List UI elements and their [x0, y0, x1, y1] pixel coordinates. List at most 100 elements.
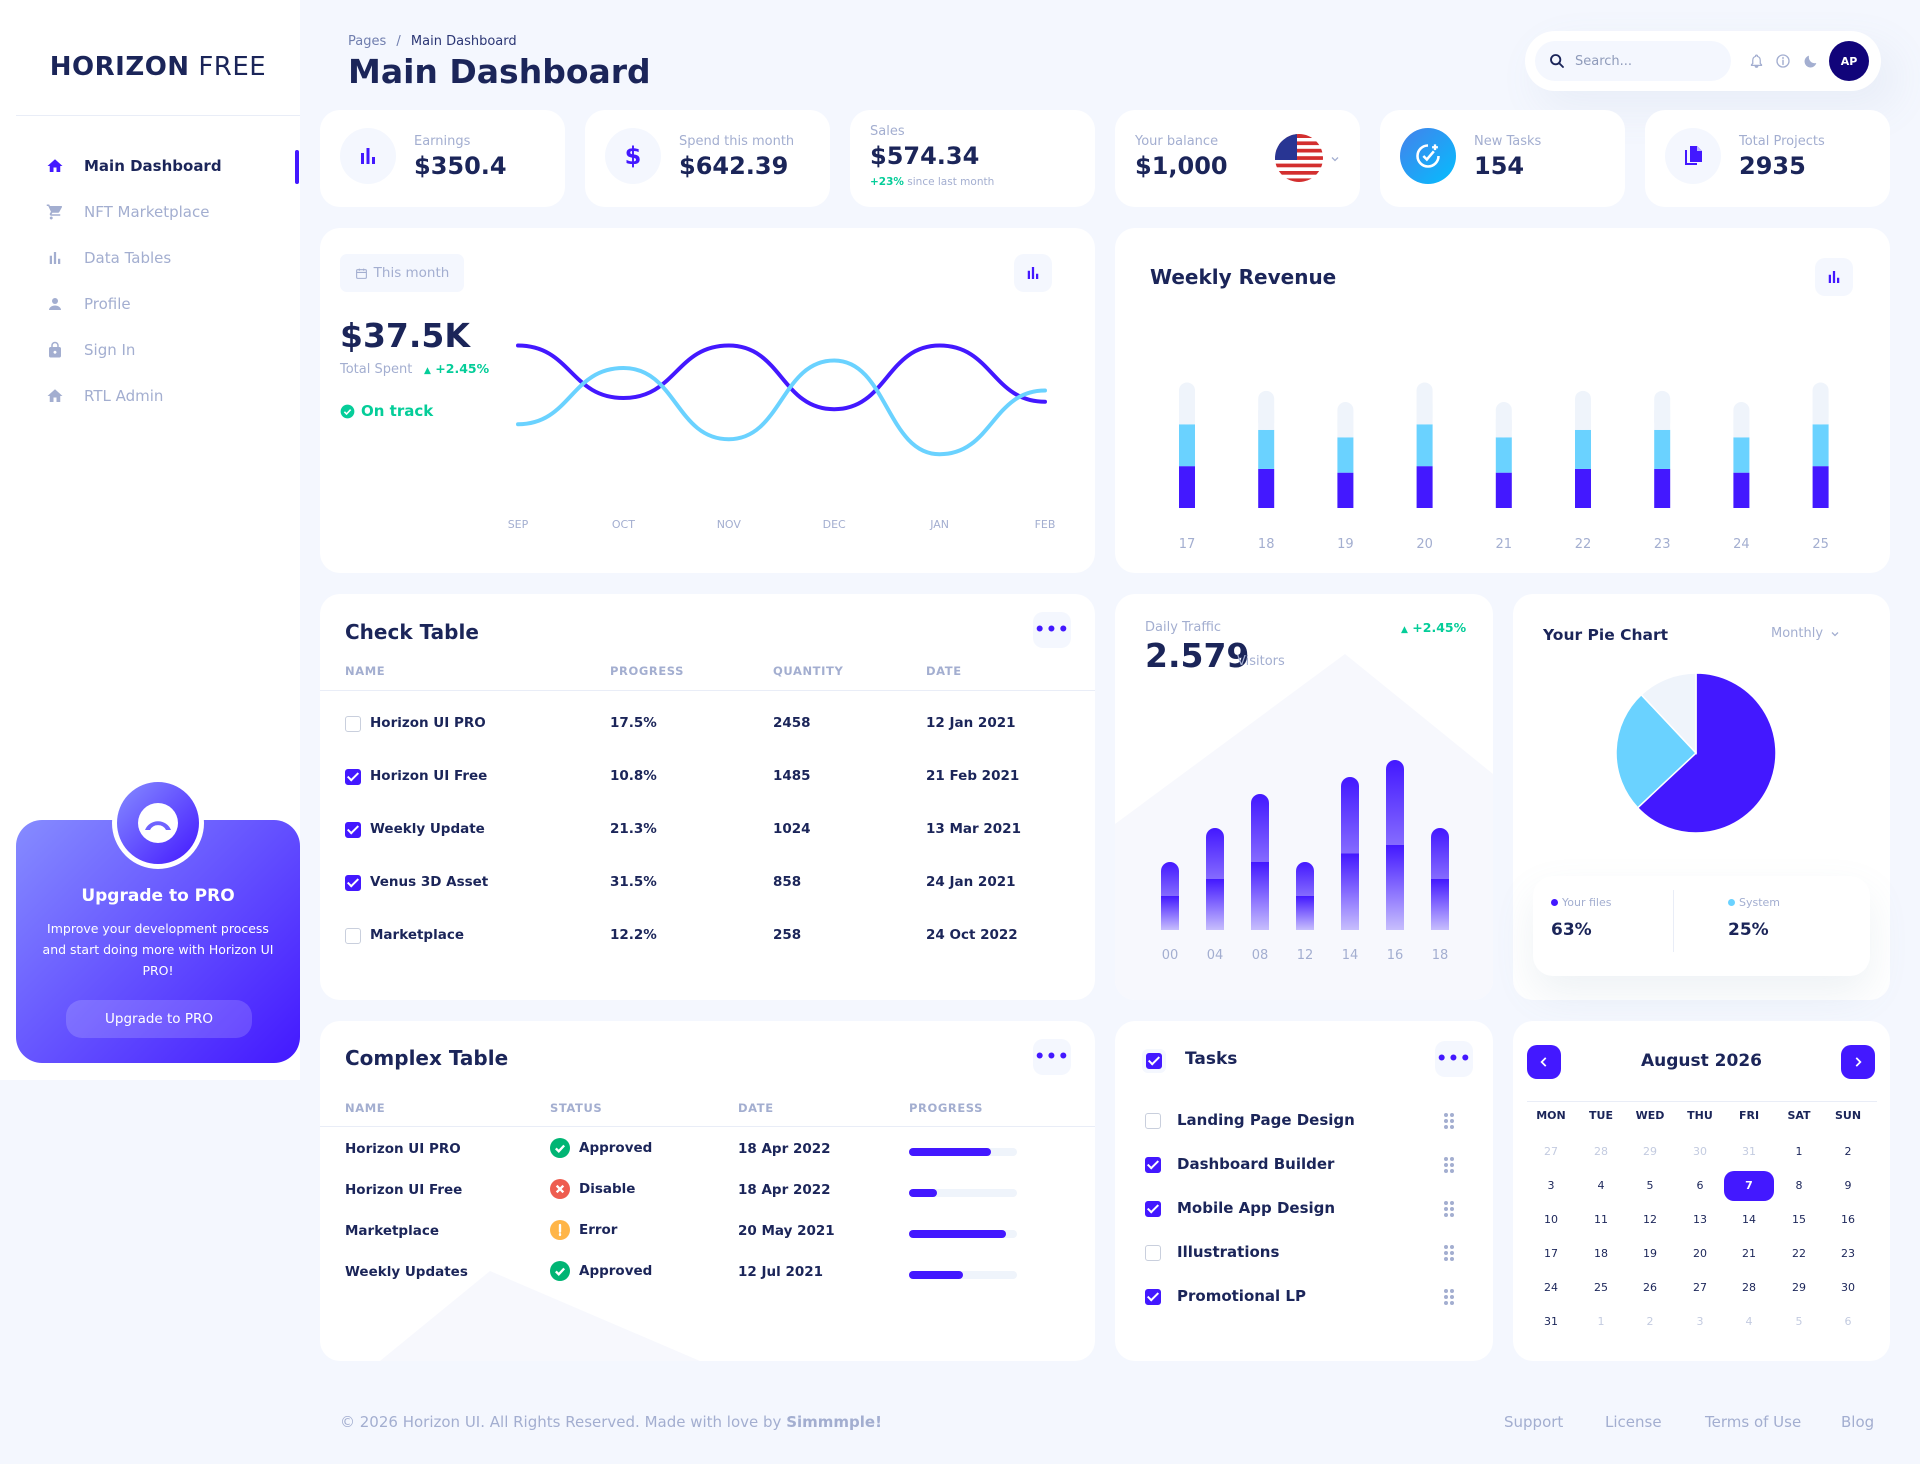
period-button[interactable]: This month: [340, 254, 464, 292]
footer-link-support[interactable]: Support: [1504, 1413, 1564, 1431]
calendar-day[interactable]: 30: [1693, 1145, 1707, 1158]
calendar-day[interactable]: 10: [1544, 1213, 1558, 1226]
chevron-down-icon[interactable]: [1329, 150, 1341, 169]
sidebar-item-nft-marketplace[interactable]: NFT Marketplace: [46, 199, 296, 225]
drag-handle-icon[interactable]: [1443, 1200, 1455, 1222]
sidebar-item-main-dashboard[interactable]: Main Dashboard: [46, 153, 296, 179]
more-options-button[interactable]: •••: [1033, 612, 1071, 648]
bar-segment: [1575, 429, 1591, 469]
brand-logo[interactable]: HORIZON FREE: [49, 52, 267, 82]
moon-icon[interactable]: [1801, 51, 1821, 71]
period-select[interactable]: Monthly: [1771, 626, 1841, 641]
drag-handle-icon[interactable]: [1443, 1156, 1455, 1178]
task-checkbox[interactable]: [1145, 1289, 1161, 1305]
stat-balance: Your balance $1,000: [1115, 110, 1360, 207]
calendar-day[interactable]: 16: [1841, 1213, 1855, 1226]
info-icon[interactable]: [1773, 51, 1793, 71]
calendar-day[interactable]: 11: [1594, 1213, 1608, 1226]
sidebar-item-sign-in[interactable]: Sign In: [46, 337, 296, 363]
status-label: Disable: [579, 1181, 636, 1197]
next-month-button[interactable]: [1841, 1045, 1875, 1079]
footer-link-blog[interactable]: Blog: [1841, 1413, 1875, 1431]
calendar-day[interactable]: 30: [1841, 1281, 1855, 1294]
calendar-day[interactable]: 31: [1544, 1315, 1558, 1328]
calendar-day[interactable]: 23: [1841, 1247, 1855, 1260]
calendar-day[interactable]: 28: [1742, 1281, 1756, 1294]
avatar[interactable]: AP: [1829, 41, 1869, 81]
calendar-day[interactable]: 25: [1594, 1281, 1608, 1294]
calendar-day[interactable]: 13: [1693, 1213, 1707, 1226]
traffic-bar: [1431, 828, 1449, 930]
sidebar-item-profile[interactable]: Profile: [46, 291, 296, 317]
calendar-day[interactable]: 3: [1547, 1179, 1555, 1192]
more-options-button[interactable]: •••: [1435, 1041, 1473, 1077]
sidebar-item-data-tables[interactable]: Data Tables: [46, 245, 296, 271]
upgrade-button[interactable]: Upgrade to PRO: [66, 1000, 252, 1038]
calendar-day[interactable]: 15: [1792, 1213, 1806, 1226]
line-series-0: [516, 343, 1047, 412]
calendar-day[interactable]: 4: [1597, 1179, 1605, 1192]
calendar-day[interactable]: 27: [1544, 1145, 1558, 1158]
weekday-label: MON: [1536, 1109, 1566, 1122]
calendar-day[interactable]: 3: [1696, 1315, 1704, 1328]
usa-flag-icon[interactable]: [1275, 134, 1323, 182]
sidebar-item-rtl-admin[interactable]: RTL Admin: [46, 383, 296, 409]
calendar-day[interactable]: 26: [1643, 1281, 1657, 1294]
row-checkbox[interactable]: [345, 875, 361, 891]
calendar-day[interactable]: 5: [1646, 1179, 1654, 1192]
calendar-day[interactable]: 14: [1742, 1213, 1756, 1226]
calendar-day[interactable]: 19: [1643, 1247, 1657, 1260]
calendar-day[interactable]: 28: [1594, 1145, 1608, 1158]
calendar-day[interactable]: 29: [1792, 1281, 1806, 1294]
calendar-day[interactable]: 2: [1646, 1315, 1654, 1328]
footer-link-terms[interactable]: Terms of Use: [1705, 1413, 1802, 1431]
calendar-day[interactable]: 18: [1594, 1247, 1608, 1260]
calendar-day[interactable]: 31: [1742, 1145, 1756, 1158]
calendar-day[interactable]: 9: [1844, 1179, 1852, 1192]
calendar-day[interactable]: 27: [1693, 1281, 1707, 1294]
drag-handle-icon[interactable]: [1443, 1112, 1455, 1134]
cell-quantity: 1024: [773, 821, 811, 837]
stat-total-projects: Total Projects 2935: [1645, 110, 1890, 207]
row-checkbox[interactable]: [345, 716, 361, 732]
cart-icon: [46, 203, 64, 221]
footer-link-license[interactable]: License: [1605, 1413, 1662, 1431]
row-checkbox[interactable]: [345, 822, 361, 838]
row-checkbox[interactable]: [345, 769, 361, 785]
calendar-day[interactable]: 12: [1643, 1213, 1657, 1226]
calendar-day[interactable]: 17: [1544, 1247, 1558, 1260]
cell-date: 18 Apr 2022: [738, 1141, 831, 1157]
chart-options-button[interactable]: [1014, 254, 1052, 292]
calendar-day[interactable]: 6: [1696, 1179, 1704, 1192]
pie-title: Your Pie Chart: [1543, 626, 1669, 644]
calendar-day[interactable]: 22: [1792, 1247, 1806, 1260]
bar-segment: [1258, 429, 1275, 469]
calendar-day-selected[interactable]: 7: [1724, 1171, 1774, 1201]
calendar-day[interactable]: 2: [1844, 1145, 1852, 1158]
calendar-day[interactable]: 4: [1745, 1315, 1753, 1328]
calendar-day[interactable]: 21: [1742, 1247, 1756, 1260]
calendar-day[interactable]: 24: [1544, 1281, 1558, 1294]
chart-options-button[interactable]: [1815, 258, 1853, 296]
drag-handle-icon[interactable]: [1443, 1244, 1455, 1266]
calendar-day[interactable]: 1: [1597, 1315, 1605, 1328]
calendar-day[interactable]: 20: [1693, 1247, 1707, 1260]
calendar-day[interactable]: 1: [1795, 1145, 1803, 1158]
search-input[interactable]: [1575, 53, 1715, 69]
task-checkbox[interactable]: [1145, 1157, 1161, 1173]
calendar-day[interactable]: 8: [1795, 1179, 1803, 1192]
task-checkbox[interactable]: [1145, 1245, 1161, 1261]
prev-month-button[interactable]: [1527, 1045, 1561, 1079]
calendar-day[interactable]: 29: [1643, 1145, 1657, 1158]
calendar-day[interactable]: 5: [1795, 1315, 1803, 1328]
calendar-day[interactable]: 6: [1844, 1315, 1852, 1328]
task-checkbox[interactable]: [1145, 1113, 1161, 1129]
bell-icon[interactable]: [1746, 51, 1766, 71]
footer-author[interactable]: Simmmple!: [786, 1413, 882, 1431]
row-checkbox[interactable]: [345, 928, 361, 944]
task-checkbox[interactable]: [1145, 1201, 1161, 1217]
dollar-icon: $: [605, 128, 661, 184]
drag-handle-icon[interactable]: [1443, 1288, 1455, 1310]
breadcrumb-root[interactable]: Pages: [348, 34, 387, 49]
more-options-button[interactable]: •••: [1033, 1039, 1071, 1075]
